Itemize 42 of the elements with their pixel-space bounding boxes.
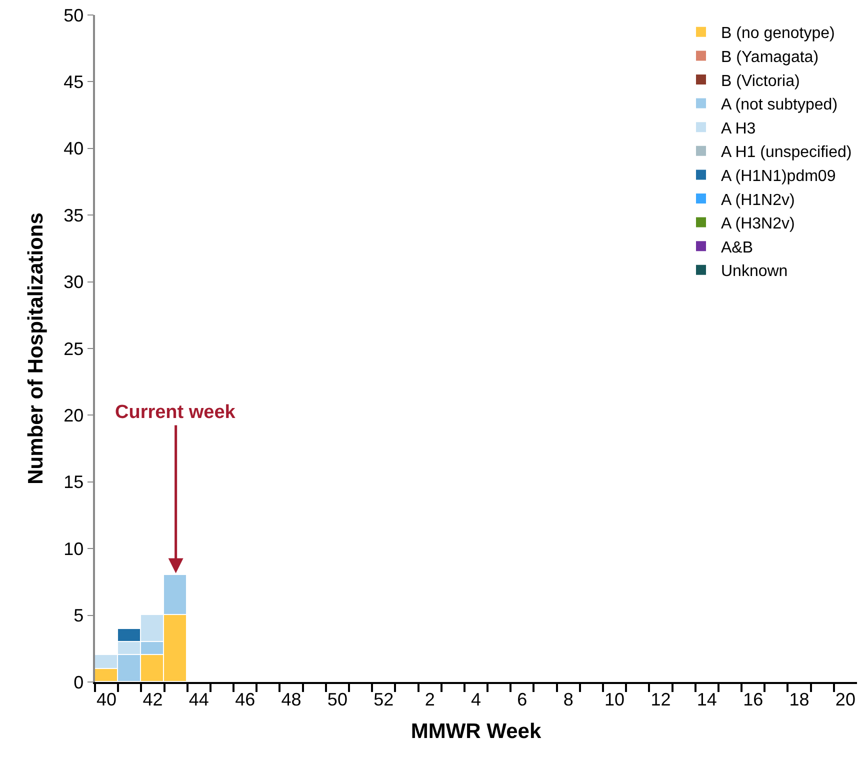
x-tick-label: 14 — [696, 689, 717, 710]
x-axis-title: MMWR Week — [410, 720, 542, 744]
legend-label: A (H3N2v) — [721, 216, 795, 233]
y-tick-label: 50 — [64, 5, 84, 26]
x-tick-label: 50 — [327, 689, 348, 710]
x-tick-label: 4 — [470, 689, 482, 710]
x-tick-label: 40 — [96, 689, 117, 710]
legend-label: A (not subtyped) — [721, 96, 838, 114]
x-tick-label: 12 — [650, 689, 671, 710]
y-tick-label: 0 — [74, 672, 84, 692]
y-tick-label: 45 — [64, 72, 84, 92]
x-tick-label: 10 — [604, 689, 625, 710]
legend-label: B (Victoria) — [721, 72, 800, 90]
y-tick-label: 25 — [64, 338, 84, 359]
x-tick-label: 8 — [563, 689, 574, 710]
y-tick-label: 30 — [64, 272, 84, 292]
y-tick-label: 20 — [64, 406, 84, 426]
x-tick-label: 2 — [424, 689, 435, 710]
x-tick-label: 42 — [142, 689, 163, 710]
legend-label: B (no genotype) — [721, 25, 835, 42]
x-tick-label: 44 — [188, 689, 209, 710]
y-tick-label: 10 — [64, 538, 84, 559]
x-tick-label: 48 — [281, 689, 302, 710]
y-tick-label: 35 — [64, 205, 84, 226]
y-tick-label: 15 — [64, 472, 84, 492]
legend-label: A (H1N2v) — [721, 192, 795, 209]
x-tick-label: 16 — [743, 689, 764, 710]
y-tick-label: 40 — [64, 138, 84, 159]
legend-label: Unknown — [721, 263, 788, 280]
legend-label: A H3 — [721, 120, 756, 138]
y-tick-label: 5 — [74, 606, 84, 626]
legend-label: A (H1N1)pdm09 — [721, 168, 836, 185]
x-tick-label: 20 — [835, 689, 856, 710]
legend-label: A&B — [721, 239, 754, 256]
legend-label: A H1 (unspecified) — [721, 144, 852, 162]
x-tick-label: 18 — [789, 689, 810, 710]
x-tick-label: 6 — [517, 689, 528, 710]
x-tick-label: 52 — [374, 689, 394, 710]
y-axis-title: Number of Hospitalizations — [24, 212, 48, 484]
legend-label: B (Yamagata) — [721, 48, 819, 66]
x-tick-label: 46 — [235, 689, 256, 710]
annotation: Current week — [115, 402, 236, 423]
